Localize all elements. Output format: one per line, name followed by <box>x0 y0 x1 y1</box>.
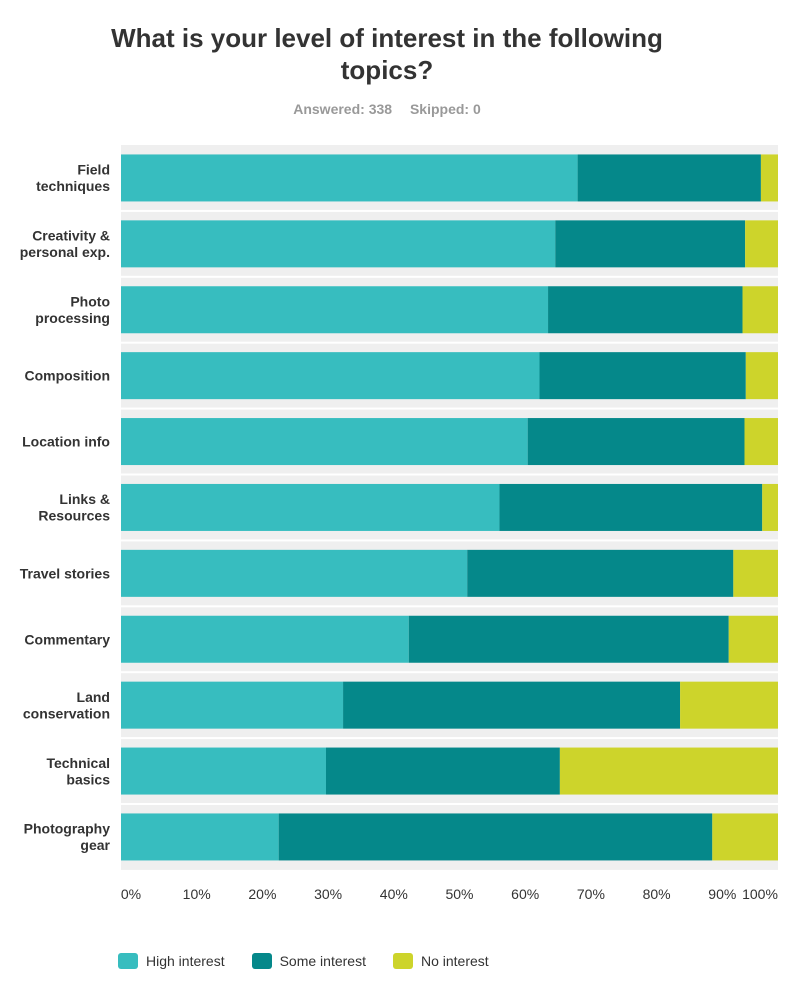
bar-segment-high[interactable] <box>121 483 500 531</box>
bar-segment-high[interactable] <box>121 220 556 268</box>
category-label: Field techniques <box>36 162 110 195</box>
x-tick-label: 60% <box>511 886 539 902</box>
answered-count: Answered: 338 <box>293 101 393 117</box>
legend-item-high[interactable]: High interest <box>118 953 225 969</box>
bar-segment-none[interactable] <box>733 549 778 597</box>
bar-segment-some[interactable] <box>343 681 681 729</box>
legend-swatch-high <box>118 953 138 969</box>
category-label: Composition <box>24 368 110 384</box>
bar-segment-none[interactable] <box>712 813 778 861</box>
bar-segment-some[interactable] <box>467 549 734 597</box>
category-label: Photography gear <box>24 821 111 854</box>
legend-swatch-some <box>251 953 272 969</box>
skipped-count: Skipped: 0 <box>409 101 481 117</box>
category-label-line: personal exp. <box>20 244 110 260</box>
row-separator <box>121 275 778 278</box>
bar-segment-some[interactable] <box>325 747 560 795</box>
bar-segment-some[interactable] <box>555 220 746 268</box>
category-label-line: Land <box>77 689 110 705</box>
row-separator <box>121 539 778 542</box>
row-separator <box>121 473 778 476</box>
x-tick-label: 100% <box>742 886 778 902</box>
bar-segment-some[interactable] <box>577 154 761 202</box>
category-label-line: Travel stories <box>20 565 110 581</box>
category-label-line: Resources <box>38 508 110 524</box>
category-label-line: gear <box>80 837 110 853</box>
category-label: Location info <box>22 434 110 450</box>
x-tick-label: 90% <box>708 886 736 902</box>
bar-segment-high[interactable] <box>121 418 528 466</box>
row-separator <box>121 209 778 212</box>
bar-segment-none[interactable] <box>760 154 778 202</box>
response-summary: Answered: 338 Skipped: 0 <box>100 101 674 117</box>
bar-segment-high[interactable] <box>121 286 549 334</box>
bar-segment-high[interactable] <box>121 352 540 400</box>
bar-segment-none[interactable] <box>745 220 778 268</box>
category-label: Travel stories <box>20 565 110 581</box>
bar-segment-none[interactable] <box>680 681 778 729</box>
bar-segment-some[interactable] <box>527 418 745 466</box>
bar-segment-none[interactable] <box>742 286 778 334</box>
legend-label-none: No interest <box>420 953 489 969</box>
x-tick-label: 0% <box>121 886 141 902</box>
x-tick-label: 80% <box>643 886 671 902</box>
row-separator <box>121 737 778 740</box>
category-label: Photo processing <box>35 294 110 327</box>
row-separator <box>121 803 778 805</box>
bar-segment-some[interactable] <box>278 813 713 861</box>
category-label: Technical basics <box>46 755 110 788</box>
category-label-line: Commentary <box>24 631 110 647</box>
legend-item-none[interactable]: No interest <box>392 953 489 969</box>
category-label: Land conservation <box>23 689 110 722</box>
bar-segment-high[interactable] <box>121 747 326 795</box>
row-separator <box>121 407 778 410</box>
bar-segment-some[interactable] <box>408 615 729 663</box>
category-label: Creativity & personal exp. <box>20 228 110 261</box>
bar-segment-none[interactable] <box>745 352 778 400</box>
category-label-line: Location info <box>22 434 110 450</box>
chart-title: What is your level of interest in the fo… <box>111 23 663 85</box>
bar-segment-none[interactable] <box>744 418 778 466</box>
stacked-bar-chart: Field techniques Creativity & personal exp.… <box>20 145 778 902</box>
legend: High interest Some interest No interest <box>118 953 516 969</box>
category-label-line: Creativity & <box>32 228 110 244</box>
bar-segment-high[interactable] <box>121 549 468 597</box>
category-label: Commentary <box>24 631 110 647</box>
x-tick-label: 10% <box>183 886 211 902</box>
x-tick-label: 40% <box>380 886 408 902</box>
category-label-line: Photography <box>24 821 111 837</box>
legend-item-some[interactable]: Some interest <box>251 953 366 969</box>
bar-segment-none[interactable] <box>559 747 778 795</box>
legend-swatch-none <box>392 953 413 969</box>
x-tick-label: 50% <box>445 886 473 902</box>
category-label-line: basics <box>66 771 110 787</box>
category-label-line: Links & <box>59 491 110 507</box>
bar-segment-high[interactable] <box>121 154 578 202</box>
bar-segment-some[interactable] <box>499 483 763 531</box>
bar-segment-high[interactable] <box>121 681 344 729</box>
category-label: Links & Resources <box>38 491 110 524</box>
category-label-line: Photo <box>70 294 110 310</box>
category-label-line: Technical <box>46 755 110 771</box>
bar-segment-none[interactable] <box>762 483 778 531</box>
x-tick-label: 70% <box>577 886 605 902</box>
legend-label-high: High interest <box>146 953 225 969</box>
x-tick-label: 20% <box>248 886 276 902</box>
category-label-line: Composition <box>24 368 110 384</box>
category-label-line: conservation <box>23 705 110 721</box>
category-label-line: Field <box>77 162 110 178</box>
row-separator <box>121 341 778 344</box>
x-tick-label: 30% <box>314 886 342 902</box>
category-label-line: processing <box>35 310 110 326</box>
legend-label-some: Some interest <box>279 953 366 969</box>
bar-segment-some[interactable] <box>539 352 746 400</box>
bar-segment-none[interactable] <box>728 615 778 663</box>
row-separator <box>121 605 778 608</box>
bar-segment-some[interactable] <box>548 286 743 334</box>
bar-segment-high[interactable] <box>121 615 409 663</box>
category-label-line: techniques <box>36 178 110 194</box>
bar-segment-high[interactable] <box>121 813 279 861</box>
row-separator <box>121 671 778 674</box>
